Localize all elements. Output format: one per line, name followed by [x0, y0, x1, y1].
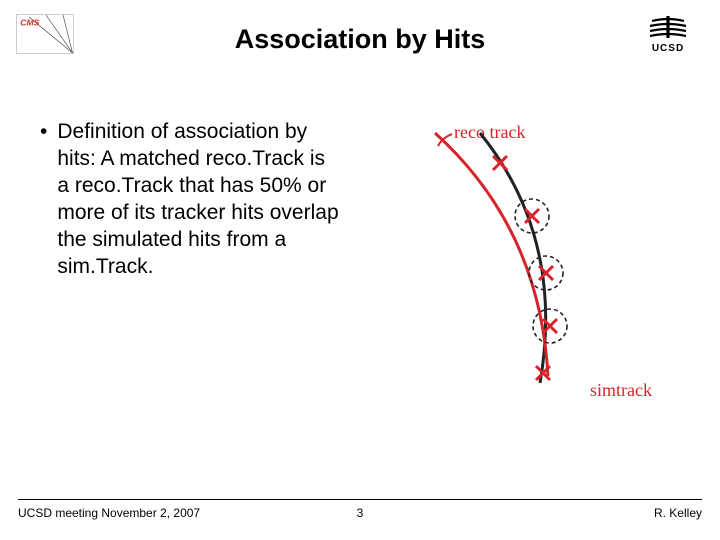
bullet-marker: •	[40, 118, 47, 145]
svg-text:simtrack: simtrack	[590, 380, 652, 400]
ucsd-logo: UCSD	[640, 14, 696, 54]
footer: UCSD meeting November 2, 2007 3 R. Kelle…	[18, 499, 702, 520]
bullet-item: • Definition of association by hits: A m…	[40, 118, 340, 280]
ucsd-logo-text: UCSD	[640, 43, 696, 54]
footer-page: 3	[357, 506, 364, 520]
svg-text:reco track: reco track	[454, 122, 525, 142]
track-diagram: reco track simtrack	[380, 108, 690, 398]
footer-left: UCSD meeting November 2, 2007	[18, 506, 200, 520]
bullet-text: Definition of association by hits: A mat…	[57, 118, 340, 280]
footer-right: R. Kelley	[654, 506, 702, 520]
slide-title: Association by Hits	[0, 24, 720, 55]
